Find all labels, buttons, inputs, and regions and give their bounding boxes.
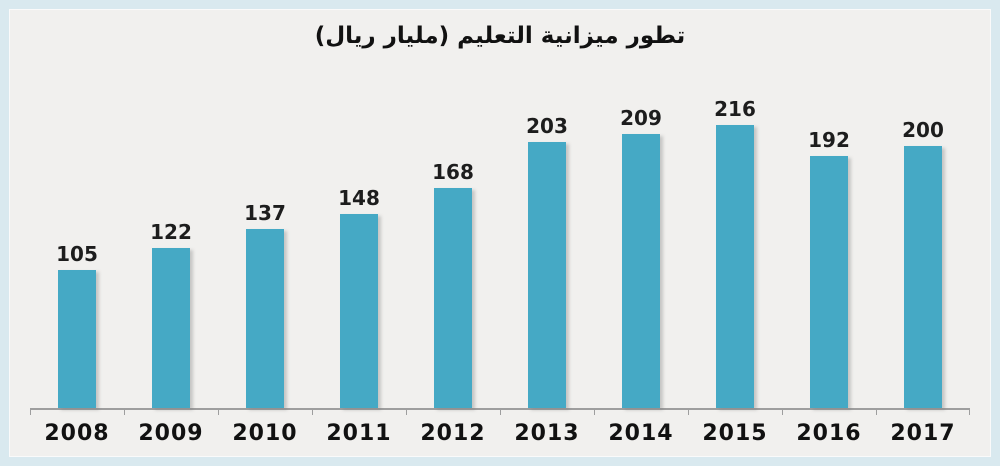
x-axis-tick-label: 2011: [326, 420, 392, 446]
x-axis-tick-label: 2008: [44, 420, 110, 446]
bar-chart: تطور ميزانية التعليم (مليار ريال) 105 122…: [9, 9, 991, 457]
bar-value-label: 105: [56, 242, 98, 266]
bar: [340, 214, 378, 408]
x-axis-tick-label: 2014: [608, 420, 674, 446]
bar: [528, 142, 566, 408]
bar-value-label: 209: [620, 106, 662, 130]
x-axis-tick-mark: [30, 410, 31, 415]
bar-value-label: 148: [338, 186, 380, 210]
bar: [904, 146, 942, 408]
plot-area: 105 122 137 148 168 203 209 216 192 200: [30, 65, 970, 415]
x-axis-labels: 2008 2009 2010 2011 2012 2013 2014 2015 2016 2017: [30, 410, 970, 456]
x-axis-tick-mark: [124, 410, 125, 415]
x-axis-tick-label: 2009: [138, 420, 204, 446]
x-axis-tick-mark: [594, 410, 595, 415]
bar-group-2011: 148: [312, 188, 406, 408]
x-axis-tick-label: 2015: [702, 420, 768, 446]
bar: [622, 134, 660, 408]
bar-group-2015: 216: [688, 99, 782, 408]
x-axis-tick-label: 2012: [420, 420, 486, 446]
bar-value-label: 216: [714, 97, 756, 121]
bar: [434, 188, 472, 408]
chart-title: تطور ميزانية التعليم (مليار ريال): [314, 23, 686, 49]
x-axis-tick-label: 2017: [890, 420, 956, 446]
bar: [716, 125, 754, 408]
bar: [810, 156, 848, 408]
bar-value-label: 137: [244, 201, 286, 225]
x-axis-tick-label: 2016: [796, 420, 862, 446]
x-axis-tick-mark: [688, 410, 689, 415]
x-axis-tick-mark: [969, 410, 970, 415]
x-axis-tick-mark: [312, 410, 313, 415]
bar: [58, 270, 96, 408]
bar-value-label: 203: [526, 114, 568, 138]
bar-group-2008: 105: [30, 244, 124, 408]
x-axis-tick-mark: [218, 410, 219, 415]
bar-value-label: 192: [808, 128, 850, 152]
bar-group-2009: 122: [124, 222, 218, 408]
bar: [246, 229, 284, 408]
x-axis-tick-mark: [406, 410, 407, 415]
bar-group-2012: 168: [406, 162, 500, 408]
bar-value-label: 122: [150, 220, 192, 244]
bar-value-label: 200: [902, 118, 944, 142]
bar: [152, 248, 190, 408]
x-axis-tick-label: 2010: [232, 420, 298, 446]
bar-value-label: 168: [432, 160, 474, 184]
x-axis-tick-mark: [500, 410, 501, 415]
bar-group-2013: 203: [500, 116, 594, 408]
x-axis-tick-label: 2013: [514, 420, 580, 446]
bar-group-2016: 192: [782, 130, 876, 408]
bar-group-2014: 209: [594, 108, 688, 408]
bar-group-2010: 137: [218, 203, 312, 408]
bar-group-2017: 200: [876, 120, 970, 408]
x-axis-tick-mark: [876, 410, 877, 415]
x-axis-tick-mark: [782, 410, 783, 415]
